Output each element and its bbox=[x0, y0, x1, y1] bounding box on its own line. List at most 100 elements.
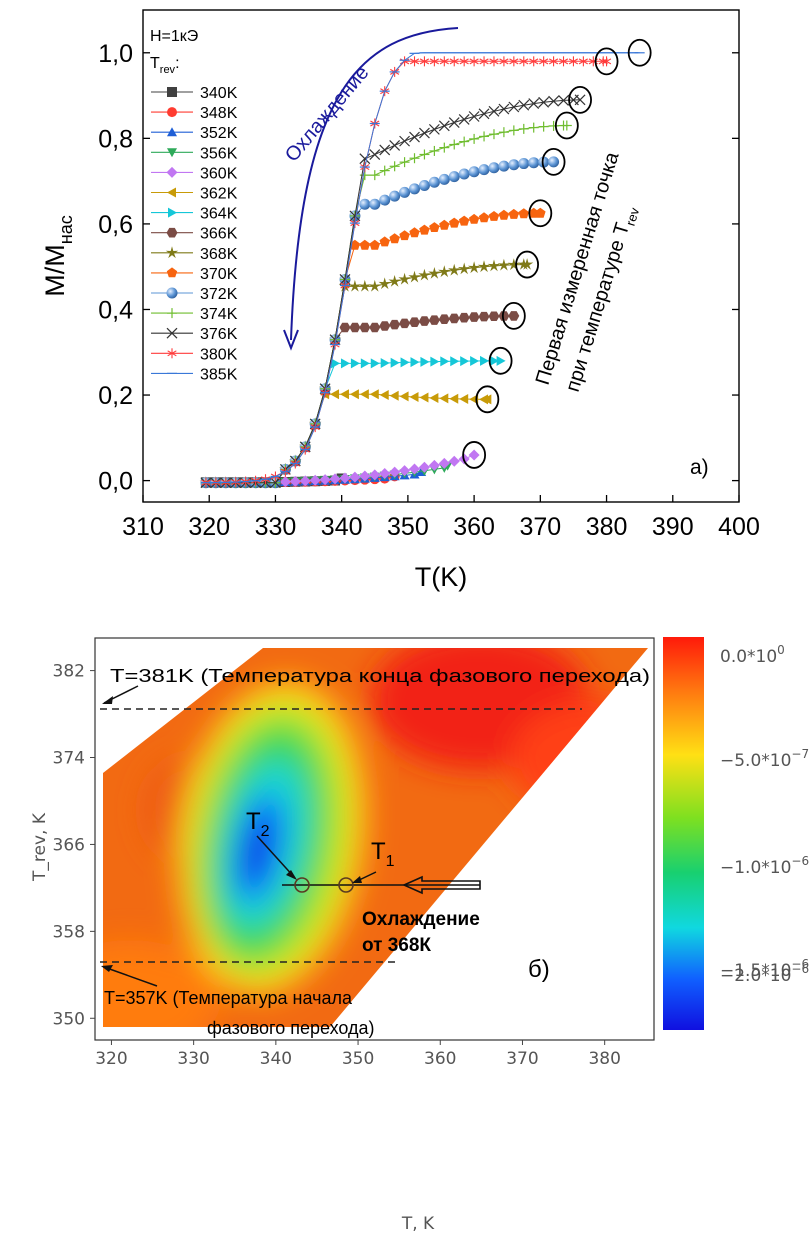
data-point bbox=[349, 471, 361, 483]
legend-entry-376K: 376K bbox=[151, 326, 238, 343]
series-line bbox=[205, 161, 554, 484]
data-point bbox=[488, 311, 500, 321]
data-point bbox=[478, 164, 490, 176]
panel-a-label: а) bbox=[690, 456, 709, 479]
data-point bbox=[519, 58, 529, 65]
data-point bbox=[329, 473, 341, 485]
data-point bbox=[359, 198, 371, 210]
cooling-368-line1: Охлаждение bbox=[362, 909, 480, 930]
data-point bbox=[370, 358, 380, 369]
series-368K bbox=[199, 258, 534, 488]
data-point bbox=[419, 392, 429, 403]
data-point bbox=[389, 390, 399, 401]
legend-label: 385K bbox=[200, 366, 238, 383]
panel-b-y-ticks: 350 358 366 374 382 bbox=[53, 662, 95, 1029]
data-point bbox=[166, 227, 178, 238]
series-line bbox=[205, 125, 567, 484]
data-point bbox=[289, 475, 301, 487]
data-point bbox=[418, 179, 430, 191]
data-point bbox=[496, 355, 506, 366]
a-x-tick-label: 370 bbox=[519, 513, 561, 541]
a-y-tick-label: 0,2 bbox=[98, 382, 133, 410]
data-point bbox=[418, 268, 431, 281]
arrow-T1-head bbox=[352, 876, 362, 883]
series-385K bbox=[200, 52, 645, 484]
data-point bbox=[518, 158, 530, 170]
cooling-hollow-arrow bbox=[402, 875, 481, 895]
data-point bbox=[438, 314, 450, 324]
data-point bbox=[458, 262, 471, 275]
data-point bbox=[448, 455, 460, 467]
colorbar-tick-label: −2.0*10−6 bbox=[720, 962, 809, 986]
data-point bbox=[167, 107, 177, 118]
data-point bbox=[340, 358, 350, 369]
data-point bbox=[369, 239, 380, 250]
heatmap-surface bbox=[103, 648, 648, 1027]
panel-a-y-ticks: 0,0 0,2 0,4 0,6 0,8 1,0 bbox=[98, 40, 739, 496]
data-point bbox=[369, 469, 381, 481]
data-point bbox=[468, 166, 480, 178]
data-point bbox=[428, 267, 441, 279]
annotation-start-transition-line2: фазового перехода) bbox=[207, 1018, 375, 1038]
legend-entry-370K: 370K bbox=[151, 266, 238, 283]
data-point bbox=[438, 120, 450, 132]
data-point bbox=[419, 58, 430, 65]
data-point bbox=[378, 277, 391, 290]
data-point bbox=[390, 357, 400, 368]
data-point bbox=[508, 159, 520, 171]
data-point bbox=[509, 58, 519, 65]
b-y-tick-label: 350 bbox=[53, 1009, 85, 1029]
series-364K bbox=[201, 355, 506, 488]
panel-b-x-axis-label: T, K bbox=[401, 1214, 435, 1234]
colorbar-tick-label: −5.0*10−7 bbox=[720, 747, 809, 771]
data-point bbox=[498, 160, 510, 172]
data-point bbox=[409, 463, 421, 475]
panel-a-legend: 340K 348K 352K 356K 360K 362K 364K 366K 368K 370K… bbox=[151, 85, 238, 383]
panel-a-x-axis-label: T(K) bbox=[415, 562, 467, 592]
label-T2: T2 bbox=[246, 808, 270, 840]
a-y-tick-label: 0,4 bbox=[98, 296, 133, 324]
a-x-tick-label: 380 bbox=[586, 513, 628, 541]
data-point bbox=[548, 156, 560, 168]
series-374K bbox=[200, 120, 572, 488]
legend-entry-385K: 385K bbox=[151, 366, 238, 383]
data-point bbox=[348, 279, 362, 292]
data-point bbox=[349, 210, 361, 222]
data-point bbox=[538, 156, 550, 168]
data-point bbox=[578, 58, 588, 65]
arrow-end-transition-head bbox=[102, 696, 113, 704]
cooling-arrow bbox=[290, 27, 459, 341]
legend-entry-366K: 366K bbox=[151, 226, 238, 243]
series-line bbox=[205, 212, 541, 484]
data-point bbox=[389, 140, 401, 151]
data-point bbox=[528, 98, 540, 110]
series-line bbox=[205, 60, 607, 484]
a-x-tick-label: 390 bbox=[652, 513, 694, 541]
data-point bbox=[166, 287, 178, 299]
data-point bbox=[439, 58, 449, 65]
data-point bbox=[420, 356, 430, 367]
b-x-tick-label: 330 bbox=[177, 1049, 209, 1069]
data-point bbox=[508, 208, 520, 219]
data-point bbox=[470, 355, 480, 366]
data-point bbox=[349, 322, 361, 333]
data-point bbox=[418, 461, 430, 473]
legend-entry-352K: 352K bbox=[151, 125, 238, 142]
data-point bbox=[498, 103, 510, 115]
data-point bbox=[339, 274, 351, 285]
data-point bbox=[349, 389, 359, 400]
cooling-arrow-head bbox=[283, 329, 299, 351]
legend-header-field: H=1кЭ bbox=[150, 28, 198, 45]
data-point bbox=[479, 58, 489, 65]
data-point bbox=[459, 58, 469, 65]
legend-entry-380K: 380K bbox=[151, 346, 238, 363]
panel-b-label: б) bbox=[528, 956, 550, 983]
legend-label: 366K bbox=[200, 226, 238, 243]
b-y-tick-label: 358 bbox=[53, 922, 85, 942]
data-point bbox=[482, 394, 492, 405]
data-point bbox=[459, 394, 469, 405]
legend-label: 360K bbox=[200, 165, 238, 182]
data-point bbox=[330, 389, 340, 400]
data-point bbox=[529, 58, 539, 65]
annotation-end-transition: T=381K (Температура конца фазового перех… bbox=[110, 666, 650, 686]
